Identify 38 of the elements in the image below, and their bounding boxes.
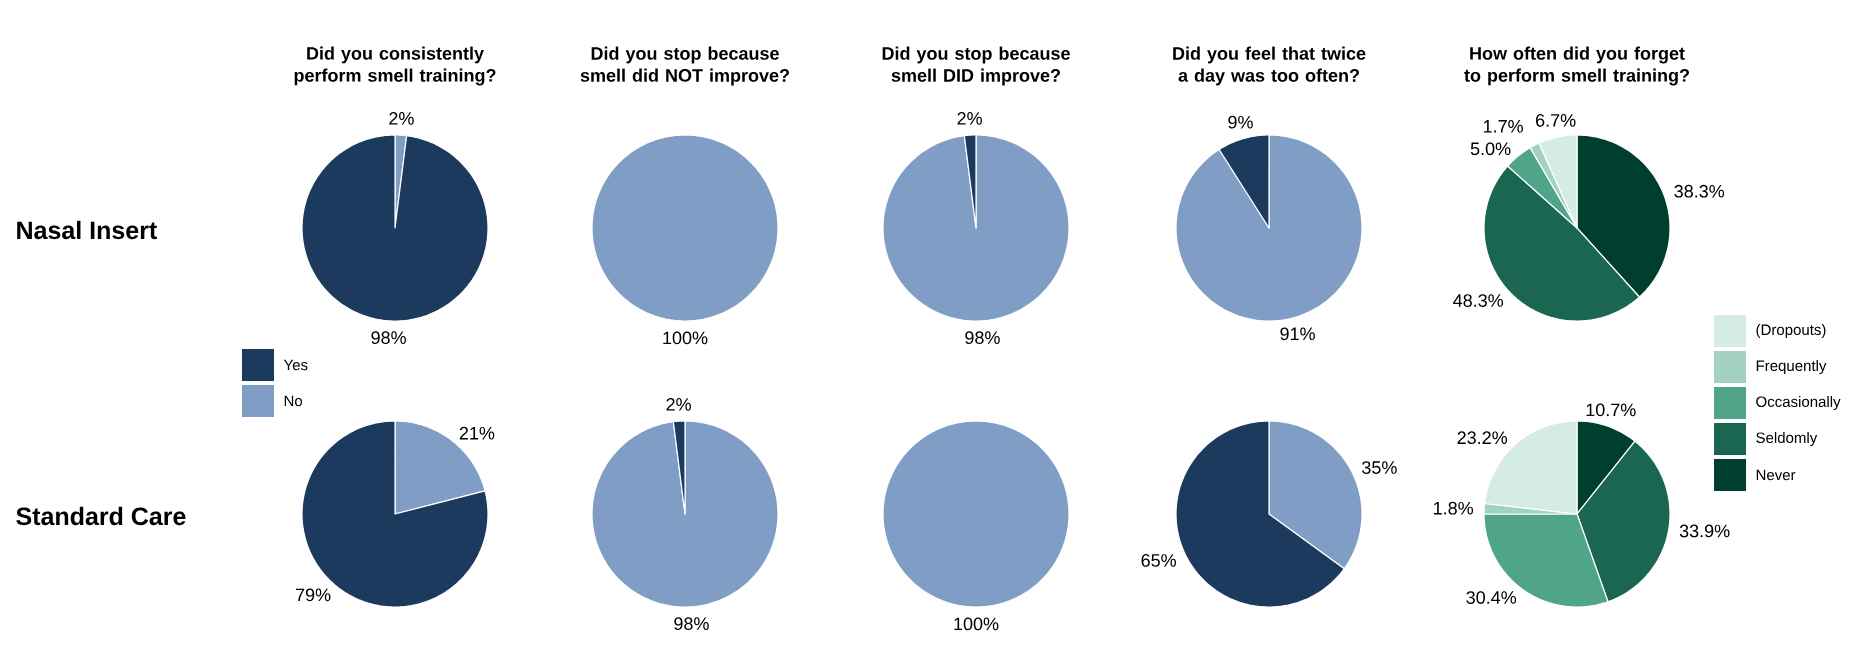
- text: Nasal Insert: [17, 220, 157, 240]
- data-label: 98%: [674, 617, 709, 631]
- data-label: 91%: [1280, 327, 1315, 341]
- data-label: 1.8%: [1434, 501, 1474, 515]
- data-label: 65%: [1141, 554, 1177, 567]
- data-label: 23.2%: [1457, 431, 1508, 445]
- data-label: 79%: [296, 588, 331, 602]
- data-label: 2%: [957, 112, 982, 125]
- data-label: 98%: [965, 331, 1000, 345]
- legend-label: Occasionally: [1756, 396, 1841, 410]
- chart-title: Did you feel that twice a day was too often?: [1173, 46, 1366, 86]
- legend-label: (Dropouts): [1756, 324, 1826, 338]
- data-label: 2%: [666, 398, 691, 411]
- data-label: 2%: [389, 112, 414, 125]
- data-label: 30.4%: [1466, 591, 1517, 604]
- text: Standard Care: [16, 506, 186, 526]
- data-label: 1.7%: [1483, 120, 1523, 133]
- data-label: 21%: [459, 426, 495, 440]
- data-label: 48.3%: [1453, 294, 1504, 307]
- data-label: 38.3%: [1674, 184, 1725, 198]
- data-label: 5.0%: [1470, 142, 1511, 156]
- legend-label: Never: [1756, 469, 1796, 481]
- chart-title: Did you stop because smell DID improve?: [882, 46, 1070, 86]
- legend-label: Seldomly: [1756, 432, 1818, 446]
- data-label: 9%: [1228, 115, 1253, 129]
- chart-title: Did you stop because smell did NOT improve?: [580, 46, 789, 86]
- data-label: 98%: [371, 331, 406, 345]
- chart-title: Did you consistently perform smell training?: [294, 46, 496, 86]
- data-label: 100%: [663, 331, 708, 345]
- data-label: 100%: [954, 617, 999, 631]
- legend-label: Yes: [283, 359, 308, 371]
- data-label: 6.7%: [1536, 114, 1576, 127]
- chart-title: How often did you forget to perform smell training?: [1464, 46, 1689, 86]
- data-label: 10.7%: [1586, 403, 1636, 417]
- legend-label: No: [284, 395, 303, 407]
- data-label: 35%: [1362, 461, 1397, 474]
- data-label: 33.9%: [1679, 524, 1730, 538]
- legend-label: Frequently: [1756, 360, 1827, 374]
